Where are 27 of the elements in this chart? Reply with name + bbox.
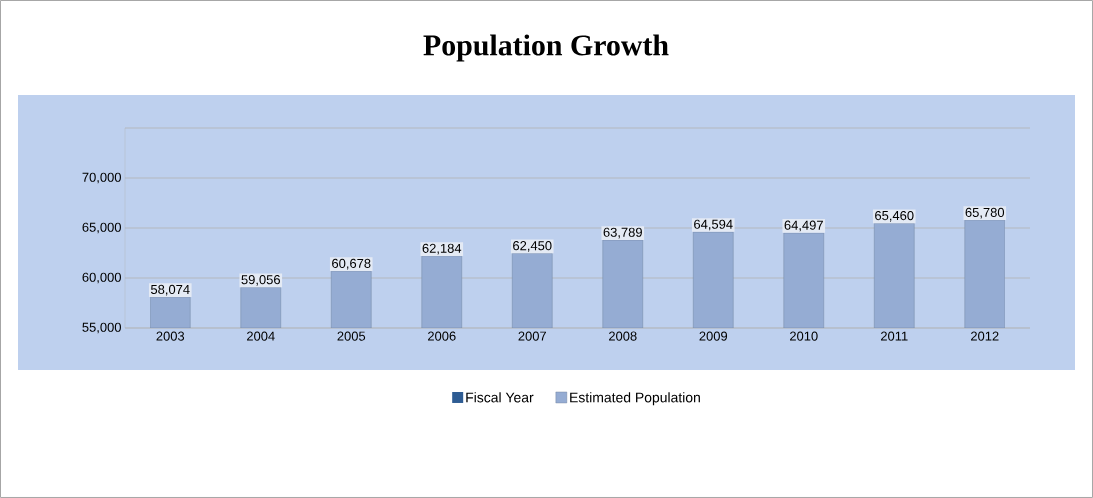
data-label: 62,450 (513, 241, 552, 252)
legend-label: Estimated Population (570, 392, 700, 406)
x-tick-label: 2012 (971, 331, 999, 341)
data-label: 62,184 (422, 243, 462, 255)
y-tick-label: 60,000 (82, 272, 121, 284)
data-label: 59,056 (241, 275, 280, 286)
data-label: 58,074 (150, 284, 190, 296)
x-tick-label: 2010 (790, 331, 818, 341)
data-label: 65,780 (965, 207, 1005, 219)
x-tick-label: 2009 (699, 331, 728, 341)
x-tick-label: 2011 (880, 331, 908, 341)
legend-label: Fiscal Year (466, 392, 534, 403)
x-tick-label: 2005 (337, 331, 366, 341)
x-tick-label: 2007 (518, 331, 546, 341)
x-tick-label: 2008 (609, 331, 637, 341)
chart-title: Population Growth (423, 34, 669, 62)
data-label: 60,678 (332, 258, 371, 270)
x-tick-label: 2003 (156, 331, 185, 341)
x-tick-label: 2006 (428, 331, 456, 341)
y-tick-label: 70,000 (82, 172, 121, 184)
y-tick-label: 65,000 (82, 222, 121, 234)
data-label: 64,594 (694, 219, 733, 231)
y-tick-label: 55,000 (82, 322, 121, 334)
data-label: 64,497 (784, 220, 823, 232)
x-tick-label: 2004 (247, 331, 275, 341)
data-label: 63,789 (603, 227, 642, 239)
data-label: 65,460 (875, 210, 914, 222)
